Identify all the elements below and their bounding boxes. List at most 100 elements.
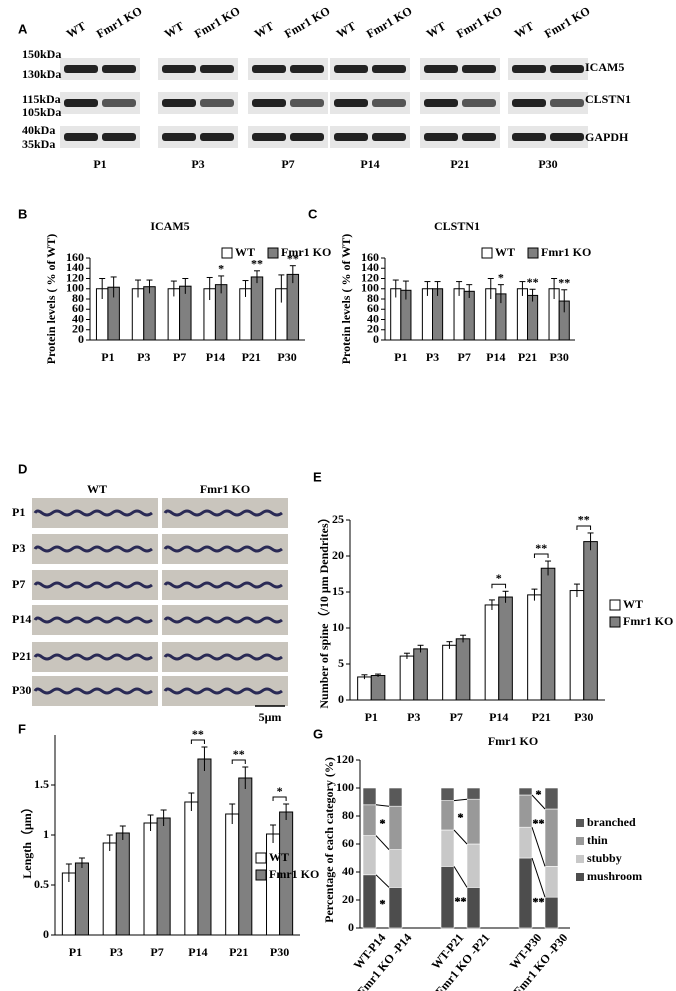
y-tick-label: 40 <box>72 311 84 325</box>
legend-label: branched <box>587 815 636 829</box>
blot-background <box>158 58 238 80</box>
lane-label: Fmr1 KO <box>94 4 145 41</box>
y-tick-label: 5 <box>338 656 344 670</box>
trend-line <box>453 829 468 845</box>
y-tick-label: 160 <box>361 250 379 264</box>
y-tick-label: 100 <box>361 281 379 295</box>
y-tick-label: 0 <box>348 920 354 934</box>
blot-band <box>64 99 98 107</box>
bar-segment <box>362 787 377 806</box>
lane-label: Fmr1 KO <box>542 4 593 41</box>
bar <box>61 872 76 936</box>
lane-label: WT <box>64 19 88 41</box>
y-tick-label: 20 <box>367 322 379 336</box>
blot-band <box>200 65 234 73</box>
lane-label: WT <box>424 19 448 41</box>
legend-swatch <box>255 869 267 881</box>
blot-background <box>248 92 328 114</box>
blot-background <box>508 126 588 148</box>
blot-background <box>508 58 588 80</box>
blot-band <box>462 99 496 107</box>
legend-swatch <box>267 247 279 259</box>
x-tick-label: P1 <box>101 350 114 364</box>
significance-bracket <box>491 583 507 589</box>
x-tick-label: P30 <box>549 350 568 364</box>
bar <box>413 648 428 701</box>
bar <box>197 758 212 936</box>
y-tick-label: 140 <box>361 260 379 274</box>
row-label: P21 <box>12 649 31 663</box>
blot-background <box>60 92 140 114</box>
lane-label: Fmr1 KO <box>282 4 333 41</box>
blot-background <box>330 58 410 80</box>
x-tick-label: P14 <box>489 710 508 724</box>
row-label: P3 <box>12 541 25 555</box>
blot-band <box>252 133 286 141</box>
bar-segment <box>544 787 559 810</box>
blot-band <box>372 99 406 107</box>
blot-background <box>248 58 328 80</box>
lane-label: Fmr1 KO <box>192 4 243 41</box>
legend-swatch <box>576 855 584 863</box>
bar <box>250 276 264 341</box>
blot-band <box>550 133 584 141</box>
blot-background <box>330 126 410 148</box>
blot-band <box>512 99 546 107</box>
y-axis-label: Protein levels ( % of WT) <box>339 234 353 365</box>
trend-line <box>531 794 546 810</box>
y-tick-label: 1.5 <box>34 777 49 791</box>
significance-label: ** <box>192 727 204 741</box>
significance-bracket <box>576 525 592 530</box>
y-tick-label: 40 <box>342 864 354 878</box>
y-tick-label: 25 <box>332 512 344 526</box>
y-tick-label: 20 <box>342 892 354 906</box>
bar <box>238 777 253 936</box>
blot-band <box>424 133 458 141</box>
bar-segment <box>466 798 481 845</box>
y-tick-label: 140 <box>66 260 84 274</box>
significance-label: ** <box>533 816 545 830</box>
panel-letter: E <box>313 469 322 484</box>
dendrite <box>163 509 283 517</box>
blot-band <box>462 65 496 73</box>
significance-label: ** <box>535 541 547 555</box>
blot-background <box>248 126 328 148</box>
legend-label: WT <box>495 245 515 259</box>
y-tick-label: 160 <box>66 250 84 264</box>
chart-title: ICAM5 <box>150 219 189 233</box>
legend-swatch <box>576 819 584 827</box>
legend-label: thin <box>587 833 608 847</box>
legend-swatch <box>527 247 539 259</box>
bar-segment <box>466 887 481 929</box>
bar <box>463 290 475 341</box>
panel-letter: C <box>308 206 318 221</box>
blot-background <box>158 126 238 148</box>
trend-line <box>531 827 546 867</box>
bar <box>569 590 585 701</box>
blot-background <box>158 92 238 114</box>
legend-label: mushroom <box>587 869 642 883</box>
blot-band <box>64 133 98 141</box>
y-tick-label: 120 <box>336 752 354 766</box>
bar-segment <box>440 829 455 867</box>
y-tick-label: 120 <box>361 270 379 284</box>
x-tick-label: P30 <box>574 710 593 724</box>
legend-swatch <box>576 873 584 881</box>
scale-bar-label: 5μm <box>259 710 282 724</box>
significance-label: * <box>218 262 224 276</box>
significance-bracket <box>272 796 287 801</box>
x-tick-label: P14 <box>486 350 505 364</box>
bar <box>455 638 471 701</box>
blot-band <box>290 65 324 73</box>
x-tick-label: P1 <box>69 945 82 959</box>
time-point: P3 <box>191 157 204 171</box>
significance-label: * <box>277 784 283 798</box>
time-point: P21 <box>450 157 469 171</box>
trend-line <box>375 804 390 807</box>
bar <box>225 813 240 936</box>
significance-bracket <box>190 739 205 744</box>
blot-band <box>290 99 324 107</box>
bar-segment <box>388 887 403 929</box>
blot-background <box>420 92 500 114</box>
blot-band <box>162 99 196 107</box>
